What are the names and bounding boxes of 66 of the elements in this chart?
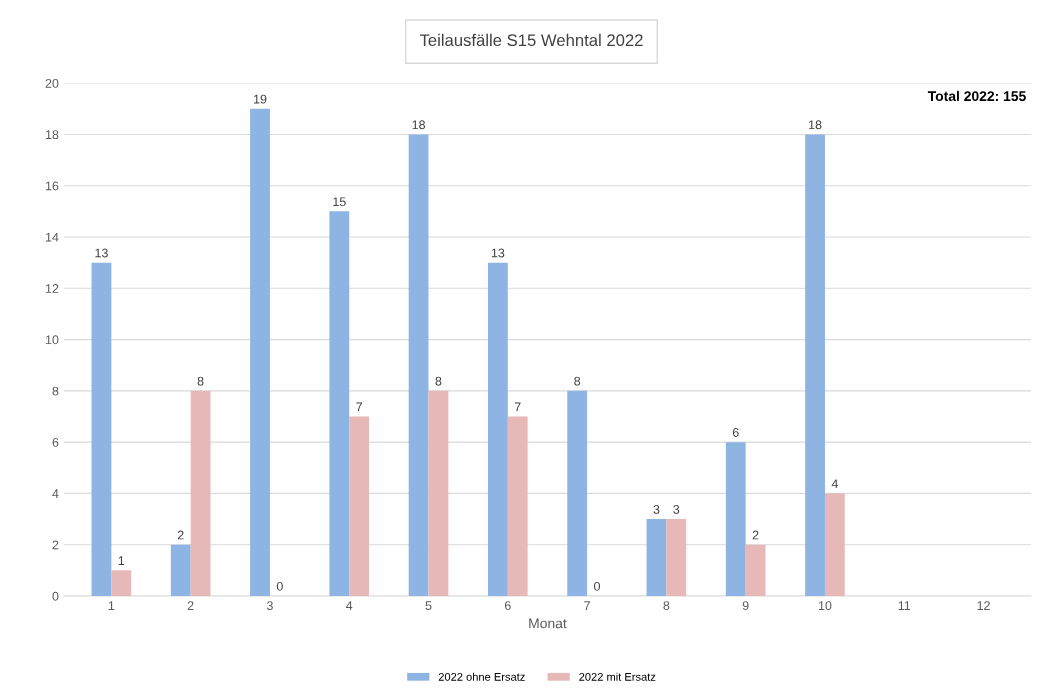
x-tick-label: 11 bbox=[898, 601, 911, 610]
x-tick-label: 12 bbox=[977, 601, 990, 610]
x-axis-title: Monat bbox=[529, 618, 567, 629]
bar bbox=[567, 390, 588, 596]
data-label: 15 bbox=[333, 197, 346, 207]
data-label: 8 bbox=[574, 376, 581, 386]
annotation: Total 2022: 155 bbox=[927, 90, 1026, 102]
data-label: 8 bbox=[435, 376, 442, 386]
bar bbox=[805, 134, 825, 596]
y-tick-label: 0 bbox=[52, 591, 59, 601]
data-label: 18 bbox=[412, 120, 426, 130]
x-tick-label: 2 bbox=[187, 601, 194, 610]
data-label: 13 bbox=[491, 248, 505, 258]
y-tick-label: 4 bbox=[52, 489, 59, 498]
chart-title: Teilausfälle S15 Wehntal 2022 bbox=[419, 33, 643, 47]
bar bbox=[190, 390, 211, 596]
x-tick-label: 4 bbox=[346, 601, 353, 610]
data-label: 3 bbox=[653, 504, 660, 514]
bar bbox=[745, 544, 766, 596]
y-tick-label: 14 bbox=[45, 232, 59, 242]
x-tick-label: 6 bbox=[504, 601, 511, 611]
bar bbox=[725, 442, 746, 596]
bar bbox=[250, 108, 270, 596]
y-tick-label: 2 bbox=[52, 540, 59, 550]
y-tick-label: 10 bbox=[45, 335, 59, 345]
bar bbox=[91, 262, 112, 596]
bar bbox=[349, 416, 370, 596]
x-tick-label: 3 bbox=[266, 601, 273, 611]
data-label: 13 bbox=[95, 248, 108, 258]
bar bbox=[111, 570, 132, 596]
bar bbox=[408, 134, 429, 596]
y-tick-label: 12 bbox=[45, 284, 59, 293]
y-tick-label: 20 bbox=[45, 78, 59, 88]
bar bbox=[170, 544, 191, 596]
data-label: 0 bbox=[594, 581, 600, 591]
bar bbox=[428, 390, 449, 596]
bar bbox=[666, 519, 687, 596]
data-label: 8 bbox=[197, 376, 204, 386]
bar bbox=[329, 211, 350, 596]
y-tick-label: 6 bbox=[52, 437, 59, 447]
x-tick-label: 10 bbox=[818, 601, 832, 611]
data-label: 7 bbox=[514, 402, 521, 412]
data-label: 2 bbox=[752, 530, 759, 540]
x-tick-label: 5 bbox=[425, 601, 432, 611]
data-label: 7 bbox=[356, 402, 362, 412]
x-tick-label: 8 bbox=[663, 601, 670, 611]
data-label: 0 bbox=[276, 581, 283, 591]
bar bbox=[824, 493, 845, 596]
x-tick-label: 7 bbox=[584, 601, 590, 610]
legend-label: 2022 mit Ersatz bbox=[579, 672, 656, 681]
y-tick-label: 18 bbox=[45, 130, 59, 140]
legend-label: 2022 ohne Ersatz bbox=[438, 672, 525, 681]
x-tick-label: 9 bbox=[742, 601, 749, 611]
bar bbox=[487, 262, 508, 596]
data-label: 3 bbox=[673, 504, 680, 514]
data-label: 1 bbox=[118, 556, 125, 565]
bar bbox=[646, 519, 667, 596]
data-label: 18 bbox=[809, 120, 822, 130]
y-tick-label: 16 bbox=[45, 181, 59, 191]
data-label: 6 bbox=[732, 428, 739, 437]
x-tick-label: 1 bbox=[108, 601, 115, 610]
y-tick-label: 8 bbox=[52, 386, 59, 396]
data-label: 4 bbox=[831, 479, 838, 489]
data-label: 19 bbox=[254, 94, 267, 104]
bar bbox=[507, 416, 528, 596]
data-label: 2 bbox=[177, 530, 184, 540]
